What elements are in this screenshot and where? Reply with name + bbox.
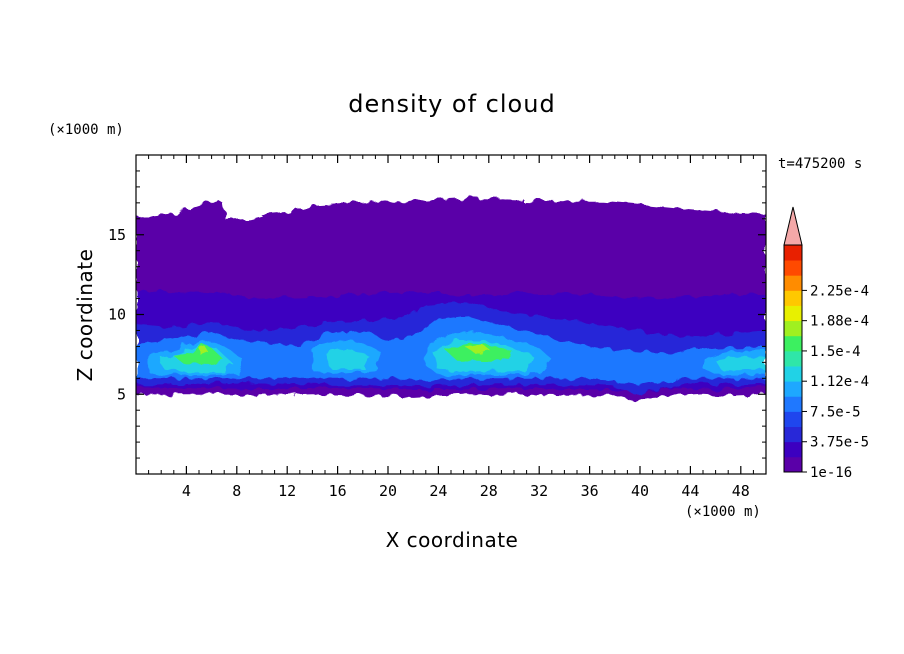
y-axis-title: Z coordinate xyxy=(73,249,97,382)
colorbar-swatch xyxy=(784,441,802,458)
colorbar-swatch xyxy=(784,290,802,306)
x-tick-label: 8 xyxy=(232,482,241,500)
x-tick-label: 16 xyxy=(329,482,347,500)
colorbar-swatch xyxy=(784,456,802,473)
peak-center-max xyxy=(466,344,492,355)
y-unit-label: (×1000 m) xyxy=(48,122,124,138)
x-axis-title: X coordinate xyxy=(386,528,519,552)
x-axis: 4 8 12 16 20 24 28 32 36 40 44 48 xyxy=(148,155,754,500)
colorbar-overflow-arrow xyxy=(783,206,803,246)
x-tick-label: 48 xyxy=(732,482,750,500)
colorbar-label: 1.5e-4 xyxy=(810,344,861,360)
colorbar-swatch xyxy=(784,320,802,337)
colorbar-label: 1.12e-4 xyxy=(810,374,869,390)
colorbar-swatch xyxy=(784,245,802,261)
colorbar-label: 7.5e-5 xyxy=(810,404,861,420)
colorbar-swatch xyxy=(784,275,802,291)
colorbar-swatch xyxy=(784,335,802,352)
x-tick-label: 28 xyxy=(480,482,498,500)
colorbar-swatch xyxy=(784,305,802,322)
colorbar-swatch xyxy=(784,426,802,443)
x-tick-label: 20 xyxy=(379,482,397,500)
colorbar-label: 2.25e-4 xyxy=(810,283,869,299)
colorbar-label: 1e-16 xyxy=(810,465,852,481)
x-tick-label: 4 xyxy=(182,482,191,500)
colorbar-label: 1.88e-4 xyxy=(810,314,869,330)
core-right xyxy=(715,356,766,371)
x-tick-label: 40 xyxy=(631,482,649,500)
cloud-gap xyxy=(226,209,262,221)
colorbar-swatch xyxy=(784,260,802,276)
colorbar-swatch xyxy=(784,366,802,382)
colorbar-frame xyxy=(783,244,803,473)
colorbar-swatch xyxy=(784,411,802,427)
y-tick-label: 5 xyxy=(117,385,126,403)
core-middle xyxy=(325,348,370,369)
y-axis: 5 10 15 xyxy=(108,170,766,459)
density-field xyxy=(136,198,766,401)
peak-left-max xyxy=(199,346,210,356)
colorbar-swatch xyxy=(784,350,802,367)
chart-title: density of cloud xyxy=(348,90,555,118)
colorbar-label: 3.75e-5 xyxy=(810,435,869,451)
time-label: t=475200 s xyxy=(778,156,862,172)
x-tick-label: 36 xyxy=(581,482,599,500)
y-tick-label: 15 xyxy=(108,226,126,244)
x-unit-label: (×1000 m) xyxy=(685,504,761,520)
peak-left xyxy=(173,343,222,364)
colorbar-swatch xyxy=(784,396,802,412)
x-tick-label: 44 xyxy=(681,482,699,500)
x-tick-label: 32 xyxy=(530,482,548,500)
colorbar-swatch xyxy=(784,381,802,397)
x-tick-label: 12 xyxy=(278,482,296,500)
colorbar: 1e-16 3.75e-5 7.5e-5 1.12e-4 1.5e-4 1.88e-4 2.… xyxy=(783,206,869,481)
y-tick-label: 10 xyxy=(108,306,126,324)
x-tick-label: 24 xyxy=(429,482,447,500)
